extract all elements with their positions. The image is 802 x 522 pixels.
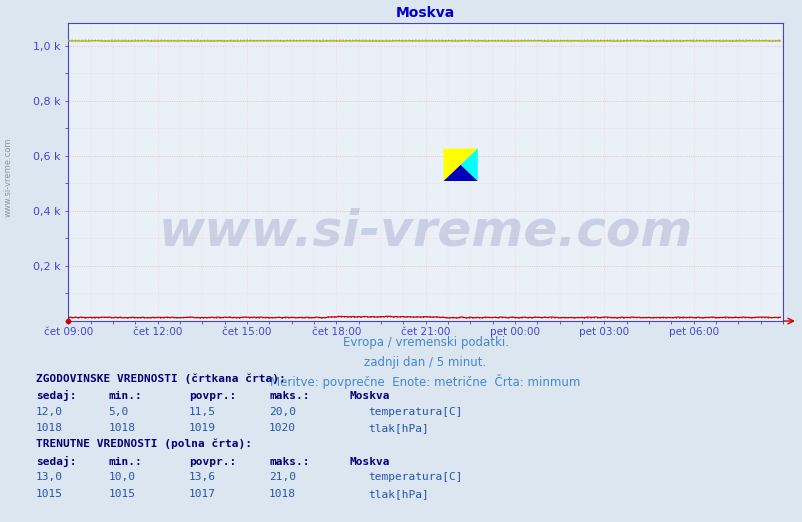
- Text: TRENUTNE VREDNOSTI (polna črta):: TRENUTNE VREDNOSTI (polna črta):: [36, 439, 252, 449]
- Text: sedaj:: sedaj:: [36, 456, 76, 467]
- Text: tlak[hPa]: tlak[hPa]: [368, 489, 429, 499]
- Text: 1015: 1015: [108, 489, 136, 499]
- Text: temperatura[C]: temperatura[C]: [368, 407, 463, 417]
- Text: temperatura[C]: temperatura[C]: [368, 472, 463, 482]
- Text: 1018: 1018: [36, 423, 63, 433]
- Text: 1020: 1020: [269, 423, 296, 433]
- Text: 13,6: 13,6: [188, 472, 216, 482]
- Text: 20,0: 20,0: [269, 407, 296, 417]
- Text: 1019: 1019: [188, 423, 216, 433]
- Text: 21,0: 21,0: [269, 472, 296, 482]
- Text: 11,5: 11,5: [188, 407, 216, 417]
- Text: Evropa / vremenski podatki.: Evropa / vremenski podatki.: [342, 336, 508, 349]
- Text: zadnji dan / 5 minut.: zadnji dan / 5 minut.: [364, 356, 486, 369]
- Text: 5,0: 5,0: [108, 407, 128, 417]
- Text: Meritve: povprečne  Enote: metrične  Črta: minmum: Meritve: povprečne Enote: metrične Črta:…: [270, 374, 580, 389]
- Text: 1018: 1018: [269, 489, 296, 499]
- Text: tlak[hPa]: tlak[hPa]: [368, 423, 429, 433]
- Text: 12,0: 12,0: [36, 407, 63, 417]
- Title: Moskva: Moskva: [395, 6, 455, 19]
- Text: Moskva: Moskva: [349, 457, 389, 467]
- Text: 13,0: 13,0: [36, 472, 63, 482]
- Text: ZGODOVINSKE VREDNOSTI (črtkana črta):: ZGODOVINSKE VREDNOSTI (črtkana črta):: [36, 374, 286, 384]
- Text: maks.:: maks.:: [269, 392, 309, 401]
- Text: 10,0: 10,0: [108, 472, 136, 482]
- Text: maks.:: maks.:: [269, 457, 309, 467]
- Polygon shape: [443, 148, 477, 181]
- Text: www.si-vreme.com: www.si-vreme.com: [158, 208, 692, 256]
- Text: 1018: 1018: [108, 423, 136, 433]
- Polygon shape: [443, 165, 477, 181]
- Text: povpr.:: povpr.:: [188, 392, 236, 401]
- Text: Moskva: Moskva: [349, 392, 389, 401]
- Text: min.:: min.:: [108, 392, 142, 401]
- Text: 1017: 1017: [188, 489, 216, 499]
- Text: sedaj:: sedaj:: [36, 390, 76, 401]
- Text: www.si-vreme.com: www.si-vreme.com: [3, 138, 13, 217]
- Text: min.:: min.:: [108, 457, 142, 467]
- Polygon shape: [460, 148, 477, 181]
- Text: 1015: 1015: [36, 489, 63, 499]
- Text: povpr.:: povpr.:: [188, 457, 236, 467]
